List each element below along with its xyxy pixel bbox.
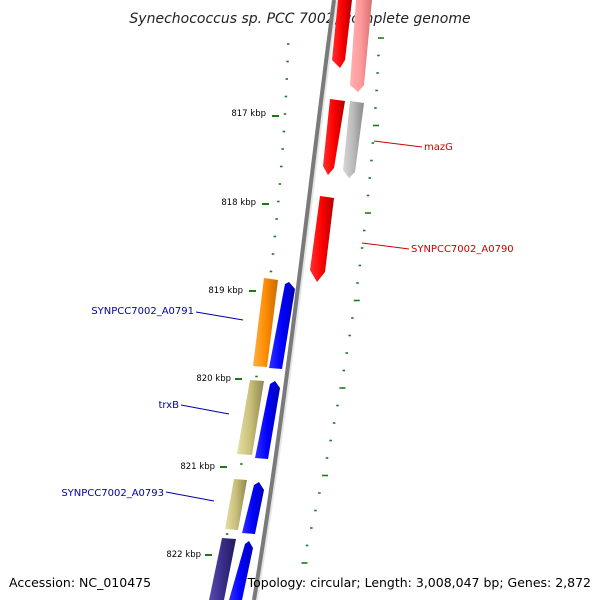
cds-arrow-SYNPCC7002_A0791: [253, 278, 278, 367]
map-title: Synechococcus sp. PCC 7002, complete gen…: [129, 11, 470, 27]
cds-arrow-SYNPCC7002_A0793: [225, 479, 247, 530]
gene-arrow-SYNPCC7002_A0790: [310, 196, 334, 282]
ruler-label-819: 819 kbp: [208, 286, 243, 296]
gene-label-SYNPCC7002_A0793[interactable]: SYNPCC7002_A0793: [61, 488, 164, 499]
genome-backbone: [252, 0, 338, 600]
gene-label-mazG[interactable]: mazG: [424, 142, 453, 153]
ruler-label-821: 821 kbp: [180, 462, 215, 472]
gene-label-trxB[interactable]: trxB: [158, 400, 179, 411]
ruler-label-817: 817 kbp: [231, 109, 266, 119]
reverse-strand-genes: [310, 0, 372, 282]
ruler-labels: 817 kbp 818 kbp 819 kbp 820 kbp 821 kbp …: [166, 109, 266, 560]
forward-strand-genes: [209, 278, 295, 600]
cds-arrow: [350, 0, 372, 92]
leader-line-SYNPCC7002_A0791: [195, 311, 244, 321]
leader-line-trxB: [180, 404, 230, 415]
topology-summary: Topology: circular; Length: 3,008,047 bp…: [247, 575, 591, 590]
gene-arrow: [229, 541, 253, 600]
ruler-major-ticks: [205, 115, 279, 556]
gene-arrow-mazG: [323, 99, 345, 175]
gene-labels: mazG SYNPCC7002_A0790 SYNPCC7002_A0791 t…: [61, 142, 513, 499]
leader-line-mazG: [373, 140, 423, 148]
leader-line-SYNPCC7002_A0793: [165, 491, 215, 502]
gene-arrow-SYNPCC7002_A0793: [242, 482, 264, 534]
ruler-label-820: 820 kbp: [196, 374, 231, 384]
accession-text: Accession: NC_010475: [9, 575, 151, 590]
ruler-label-822: 822 kbp: [166, 550, 201, 560]
cds-arrow-mazG: [343, 101, 364, 178]
label-leaders: [165, 140, 423, 502]
gene-label-SYNPCC7002_A0790[interactable]: SYNPCC7002_A0790: [411, 244, 514, 255]
gene-label-SYNPCC7002_A0791[interactable]: SYNPCC7002_A0791: [91, 306, 194, 317]
gene-arrow-trxB: [255, 381, 280, 459]
cds-arrow: [209, 538, 236, 600]
gene-arrow: [332, 0, 352, 68]
leader-line-SYNPCC7002_A0790: [361, 242, 410, 250]
ruler-label-818: 818 kbp: [221, 198, 256, 208]
gene-arrow-SYNPCC7002_A0791: [269, 282, 295, 369]
cds-arrow-trxB: [237, 380, 264, 455]
